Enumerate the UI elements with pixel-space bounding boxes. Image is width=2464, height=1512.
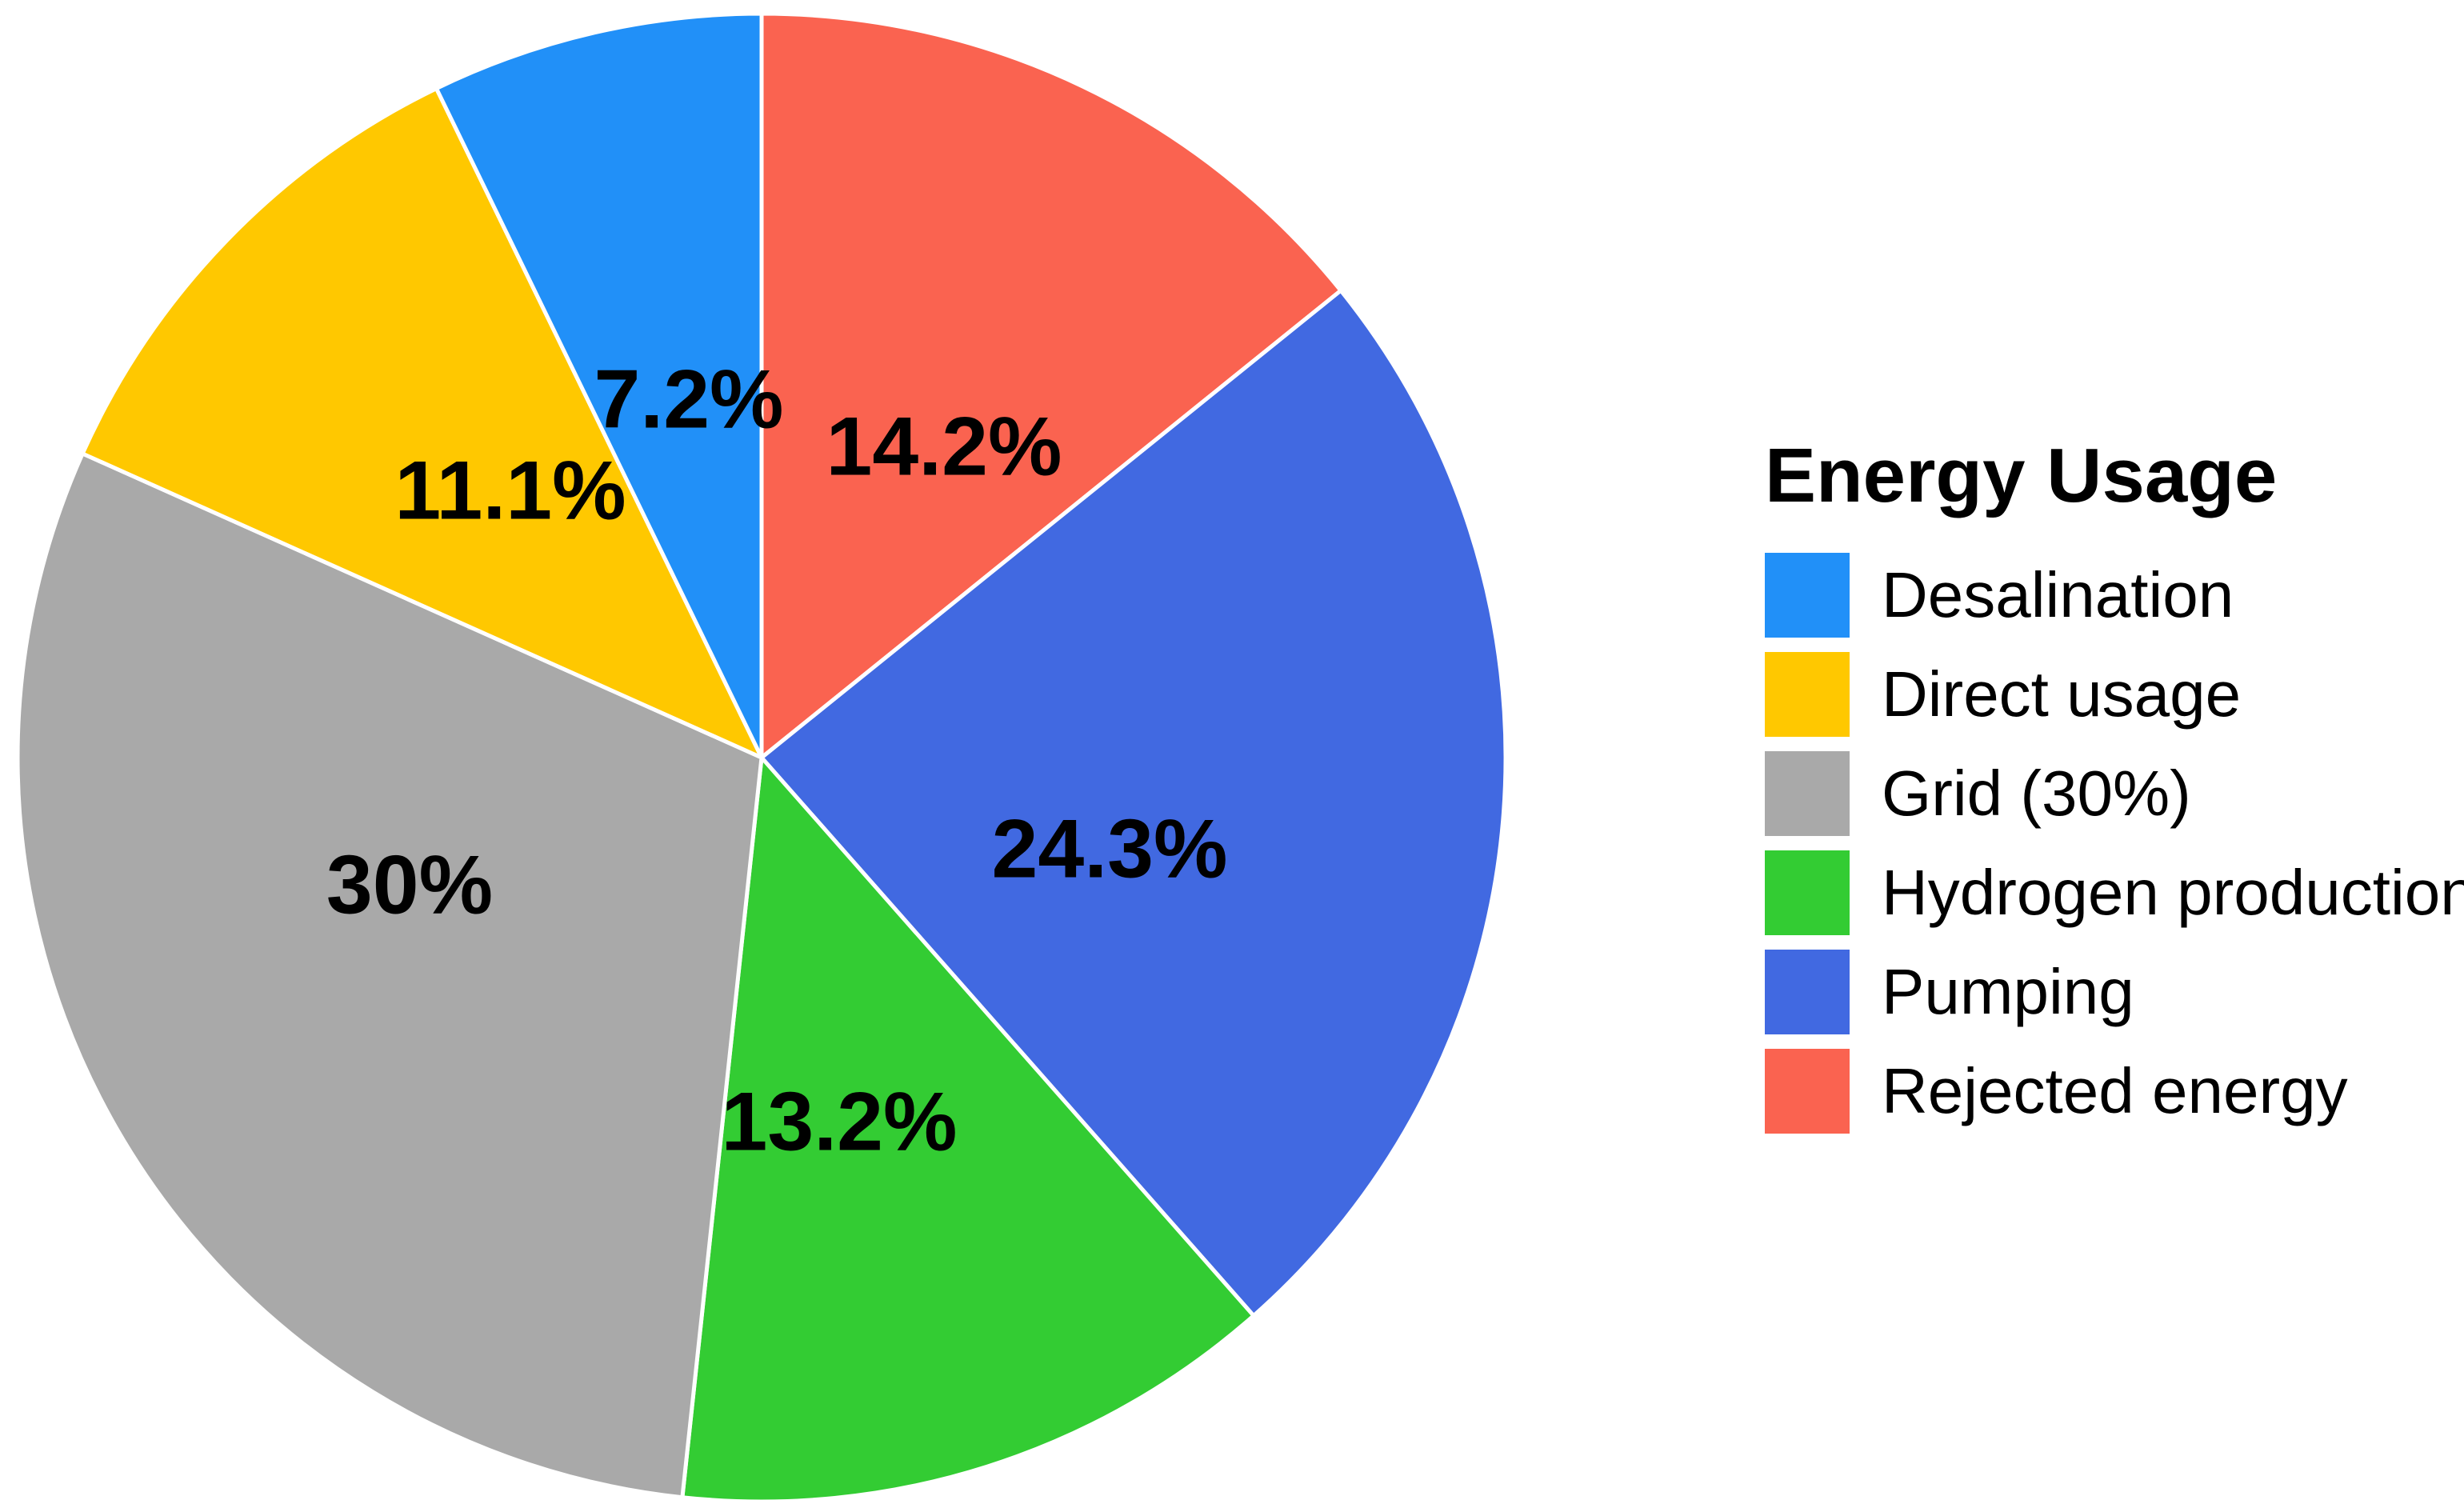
legend-title: Energy Usage [1765,433,2278,518]
legend-item: Pumping [1765,950,2464,1035]
pie-label-direct-usage: 11.1% [394,444,626,537]
legend-swatch-direct-usage [1765,652,1850,738]
legend-item-label: Desalination [1882,559,2234,631]
pie-slice-rejected-energy [759,11,1343,760]
legend-swatch-desalination [1765,553,1850,638]
pie-label-rejected-energy: 14.2% [826,400,1062,493]
legend-swatch-grid [1765,751,1850,837]
legend-item: Direct usage [1765,652,2464,738]
legend-item-label: Grid (30%) [1882,758,2191,830]
pie-slice-grid-30 [15,451,764,1500]
pie-label-grid-30: 30% [326,838,493,931]
legend-item-label: Pumping [1882,956,2134,1028]
legend-item: Rejected energy [1765,1049,2464,1134]
legend-item-label: Direct usage [1882,658,2242,730]
legend-swatch-pumping [1765,950,1850,1035]
pie-slice-direct-usage [80,86,764,760]
legend-swatch-rejected-energy [1765,1049,1850,1134]
pie-chart-area: 14.2% 24.3% 13.2% 30% 11.1% 7.2% [15,11,1508,1504]
pie-slice-hydrogen-production [680,755,1256,1504]
pie-slice-pumping [759,288,1508,1318]
legend-item-label: Hydrogen production [1882,857,2464,929]
legend: Energy Usage Desalination Direct usage G… [1765,432,2464,1134]
pie-label-hydrogen-production: 13.2% [722,1075,958,1168]
pie-slice-desalination [434,11,764,760]
legend-items: Desalination Direct usage Grid (30%) Hyd… [1765,553,2464,1134]
legend-item: Grid (30%) [1765,751,2464,837]
legend-item-label: Rejected energy [1882,1055,2348,1127]
legend-item: Desalination [1765,553,2464,638]
pie-chart: 14.2% 24.3% 13.2% 30% 11.1%7.2% [15,11,1508,1504]
legend-item: Hydrogen production [1765,850,2464,936]
pie-label-desalination: 7.2% [594,353,783,446]
pie-label-pumping: 24.3% [992,802,1228,895]
legend-swatch-hydrogen-production [1765,850,1850,936]
